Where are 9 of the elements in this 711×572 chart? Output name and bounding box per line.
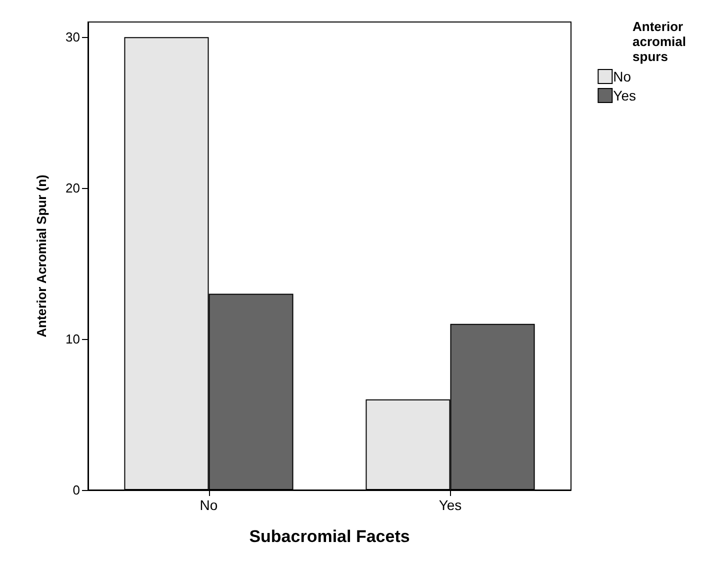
y-tick-label: 30 [66,30,80,45]
y-tick-label: 0 [72,482,80,498]
legend-label: No [613,68,632,84]
legend-title: Anterior acromial spurs [632,19,686,64]
x-axis-title: Subacromial Facets [249,527,410,546]
legend-label: Yes [613,88,636,104]
y-axis-title: Anterior Acromial Spur (n) [34,174,49,338]
y-tick-label: 10 [66,332,80,347]
y-tick-label: 20 [66,180,80,196]
